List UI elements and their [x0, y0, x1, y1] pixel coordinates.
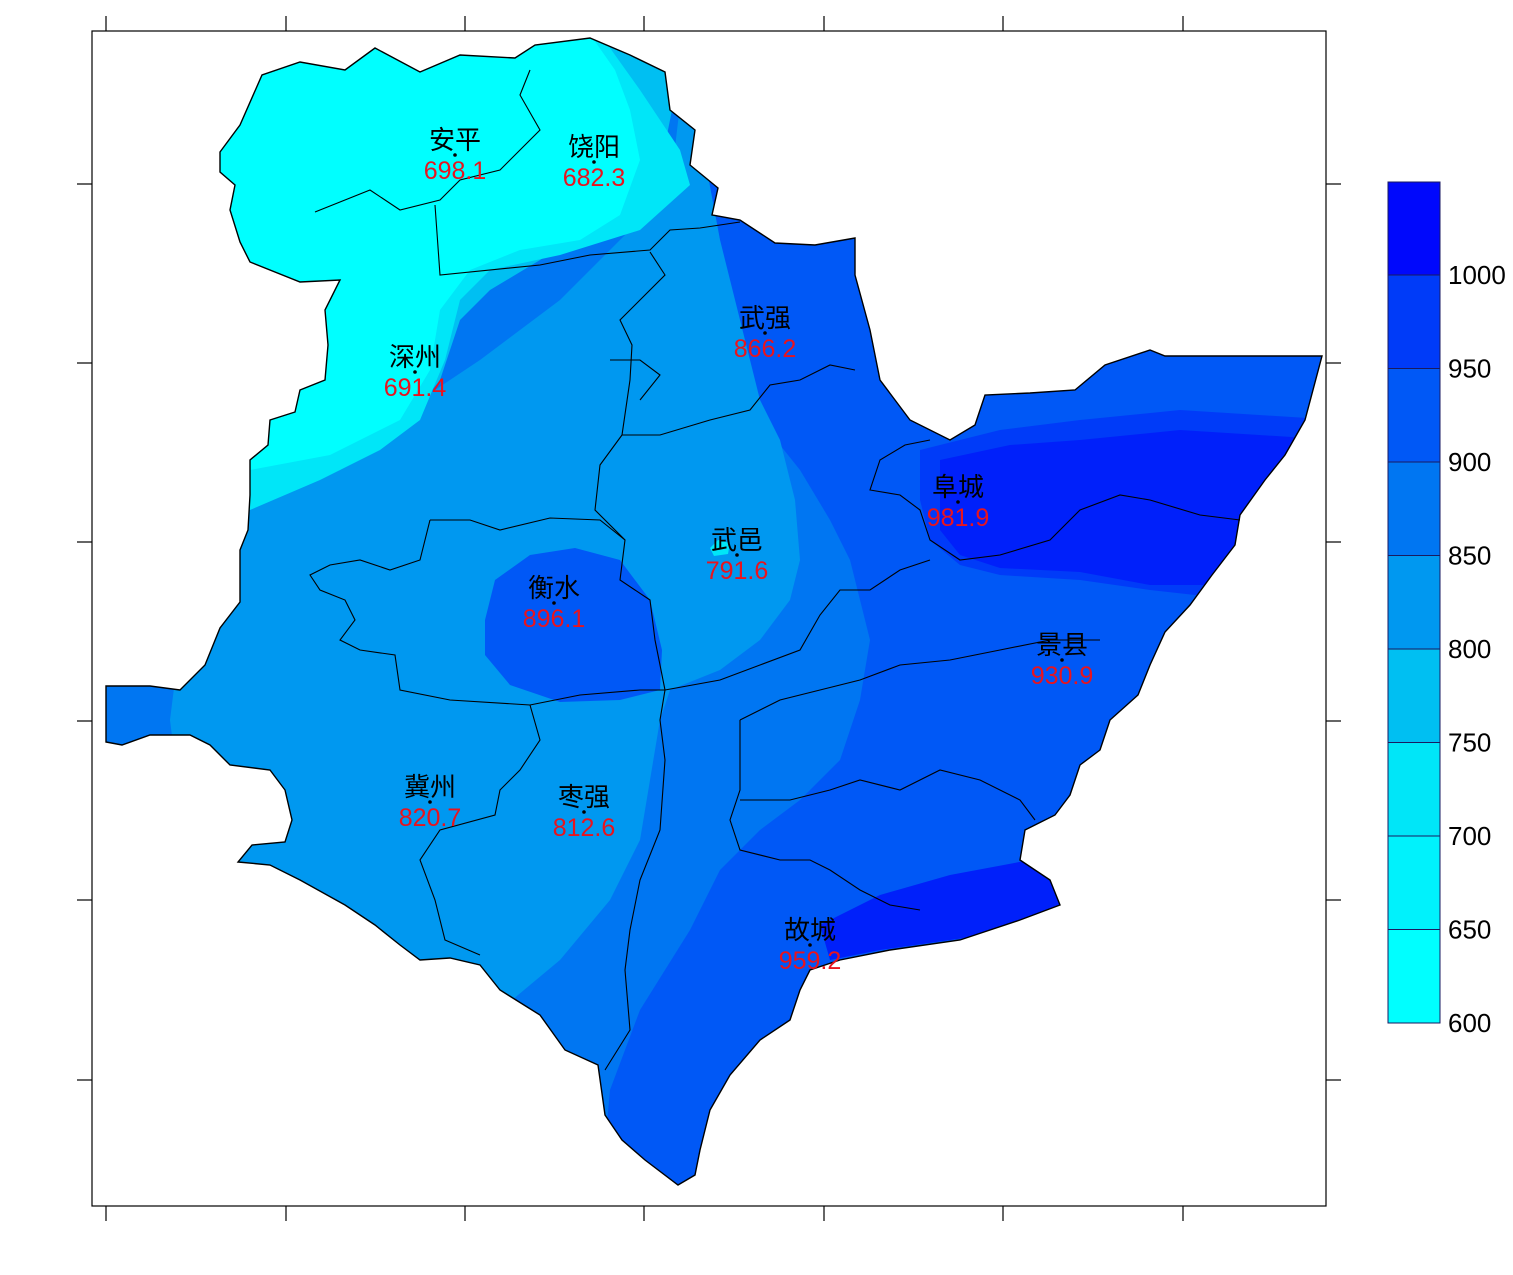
legend-label: 700	[1448, 821, 1491, 851]
legend-frame	[1387, 181, 1441, 1024]
station-marker	[763, 331, 767, 335]
station-value: 691.4	[384, 374, 447, 402]
station-name: 深州	[389, 343, 441, 373]
legend-label: 900	[1448, 447, 1491, 477]
frame-ticks	[77, 16, 1341, 1221]
station-name: 景县	[1036, 631, 1088, 661]
station-marker	[808, 943, 812, 947]
band-1000-plus-south	[820, 860, 1070, 960]
band-hengshui-high	[485, 548, 662, 702]
station-marker	[413, 370, 417, 374]
station-marker	[552, 601, 556, 605]
legend-label: 850	[1448, 541, 1491, 571]
legend-label: 750	[1448, 728, 1491, 758]
station-value: 682.3	[563, 164, 626, 192]
station-marker	[735, 553, 739, 557]
station-marker	[582, 810, 586, 814]
legend-label: 650	[1448, 915, 1491, 945]
legend-swatch	[1388, 929, 1440, 1023]
legend-label: 600	[1448, 1008, 1491, 1038]
station-name: 故城	[784, 916, 836, 946]
station-value: 866.2	[734, 335, 797, 363]
map-frame	[91, 30, 1327, 1207]
station-name: 衡水	[528, 574, 580, 604]
legend-swatch	[1388, 649, 1440, 743]
station-value: 981.9	[927, 504, 990, 532]
station-value: 812.6	[553, 814, 616, 842]
legend-label: 1000	[1448, 260, 1506, 290]
legend-swatch	[1388, 182, 1440, 275]
legend-swatch	[1388, 462, 1440, 556]
station-name: 饶阳	[568, 133, 620, 163]
station-name: 武邑	[711, 526, 763, 556]
station-marker	[956, 500, 960, 504]
station-value: 930.9	[1031, 662, 1094, 690]
station-name: 枣强	[558, 783, 610, 813]
band-800-850	[106, 38, 800, 1010]
legend-swatch	[1388, 836, 1440, 930]
legend-label: 800	[1448, 634, 1491, 664]
station-value: 896.1	[523, 605, 586, 633]
band-wuyi-low	[710, 540, 730, 556]
station-value: 959.2	[779, 947, 842, 975]
station-name: 冀州	[404, 773, 456, 803]
station-name: 阜城	[932, 473, 984, 503]
station-marker	[1060, 658, 1064, 662]
county-boundaries	[309, 69, 1241, 1071]
legend-label: 950	[1448, 354, 1491, 384]
legend-swatch	[1388, 555, 1440, 649]
station-name: 安平	[429, 126, 481, 156]
legend-swatch	[1388, 275, 1440, 369]
station-marker	[453, 153, 457, 157]
color-legend: 600 650 700 750 800 850 900 950 1000	[1387, 181, 1506, 1038]
station-value: 698.1	[424, 157, 487, 185]
legend-swatch	[1388, 368, 1440, 462]
station-value: 820.7	[399, 804, 462, 832]
station-value: 791.6	[706, 557, 769, 585]
contour-fill	[106, 38, 1322, 1185]
station-name: 武强	[739, 304, 791, 334]
legend-swatch	[1388, 742, 1440, 836]
station-marker	[428, 800, 432, 804]
region-boundary	[105, 37, 1323, 1186]
station-marker	[592, 160, 596, 164]
